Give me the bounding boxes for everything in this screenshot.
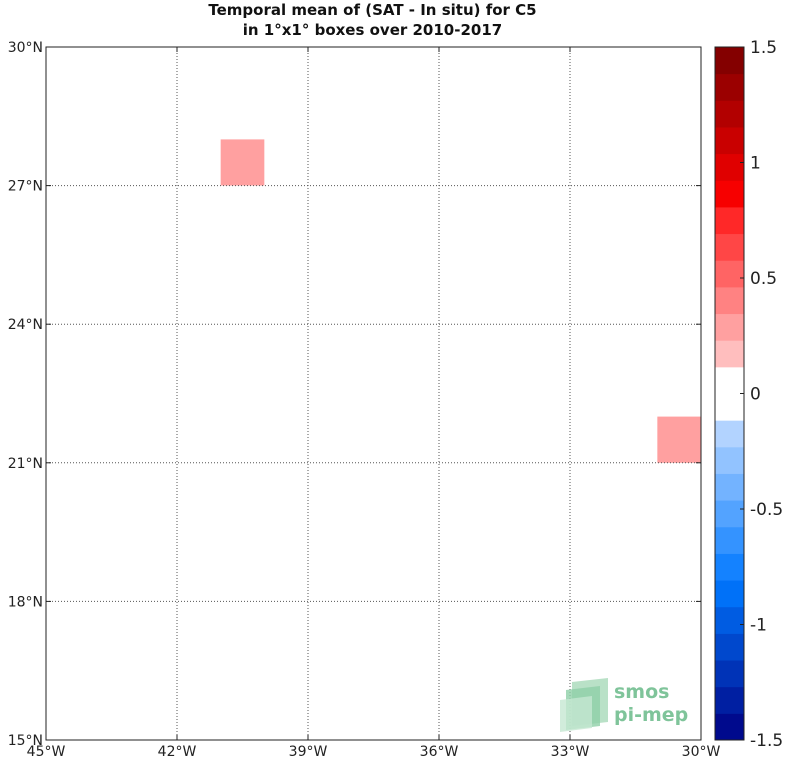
- y-tick-label: 18°N: [8, 594, 43, 610]
- colorbar-swatch: [715, 686, 744, 714]
- colorbar-tick-label: -1.5: [750, 731, 783, 751]
- x-tick-label: 39°W: [289, 744, 328, 760]
- data-box: [220, 139, 265, 186]
- colorbar-swatch: [715, 500, 744, 528]
- data-box: [351, 370, 396, 417]
- colorbar-tick-label: -0.5: [750, 500, 783, 520]
- x-tick-label: 42°W: [158, 744, 197, 760]
- colorbar-swatch: [715, 473, 744, 501]
- plot-frame: [45, 46, 702, 741]
- colorbar-swatch: [715, 606, 744, 634]
- logo-text-smos: smos: [614, 681, 669, 703]
- colorbar-swatch: [715, 633, 744, 661]
- data-box: [220, 185, 265, 232]
- colorbar-swatch: [715, 286, 744, 315]
- colorbar-tick-label: -1: [750, 616, 767, 636]
- data-box: [46, 93, 90, 140]
- colorbar-swatch: [715, 100, 744, 128]
- x-tick-label: 33°W: [551, 744, 590, 760]
- logo-icon: [560, 678, 608, 732]
- y-tick-label: 30°N: [8, 40, 43, 56]
- colorbar-swatch: [715, 153, 744, 181]
- x-tick-label: 36°W: [420, 744, 459, 760]
- colorbar-swatch: [715, 553, 744, 581]
- x-axis-ticks: 45°W 42°W 39°W 36°W 33°W 30°W: [27, 47, 721, 760]
- colorbar-swatch: [715, 340, 744, 368]
- y-tick-label: 24°N: [8, 317, 43, 333]
- data-box: [570, 324, 614, 371]
- colorbar-swatch: [715, 580, 744, 608]
- data-box: [395, 693, 439, 740]
- colorbar-ticks: 1.5 1 0.5 0 -0.5 -1 -1.5: [740, 38, 783, 751]
- colorbar-swatch: [715, 446, 744, 474]
- data-boxes: [46, 93, 701, 740]
- data-box: [657, 416, 701, 463]
- chart-title-line-1: Temporal mean of (SAT - In situ) for C5: [208, 1, 537, 19]
- logo-text-pi-mep: pi-mep: [614, 704, 688, 726]
- data-box: [46, 139, 90, 186]
- colorbar-swatch: [715, 126, 744, 155]
- chart-title-line-2: in 1°x1° boxes over 2010-2017: [242, 21, 503, 39]
- colorbar-swatch: [715, 260, 744, 288]
- colorbar-swatch: [715, 180, 744, 208]
- x-tick-label: 45°W: [27, 744, 66, 760]
- colorbar-swatch: [715, 313, 744, 341]
- data-box: [264, 278, 308, 325]
- colorbar-swatch: [715, 713, 744, 741]
- colorbar-swatch: [715, 366, 744, 394]
- colorbar-swatch: [715, 420, 744, 448]
- y-tick-label: 15°N: [8, 733, 43, 749]
- colorbar-tick-label: 0: [750, 385, 761, 405]
- colorbar-swatch: [715, 660, 744, 688]
- gridlines: [46, 47, 701, 740]
- colorbar: [714, 46, 745, 741]
- data-box: [613, 416, 658, 463]
- chart-title: Temporal mean of (SAT - In situ) for C5 …: [0, 0, 745, 40]
- data-box: [482, 647, 527, 694]
- colorbar-tick-label: 1: [750, 154, 761, 174]
- colorbar-swatch: [715, 206, 744, 235]
- colorbar-tick-label: 1.5: [750, 38, 777, 58]
- colorbar-swatch: [715, 393, 744, 421]
- y-tick-label: 21°N: [8, 456, 43, 472]
- colorbar-swatch: [715, 526, 744, 554]
- x-tick-label: 30°W: [682, 744, 721, 760]
- colorbar-swatch: [715, 233, 744, 261]
- smos-pi-mep-logo: smos pi-mep: [560, 678, 688, 732]
- colorbar-tick-label: 0.5: [750, 269, 777, 289]
- y-axis-ticks: 15°N 18°N 21°N 24°N 27°N 30°N: [8, 40, 701, 749]
- colorbar-swatch: [715, 47, 744, 75]
- colorbar-swatch: [715, 73, 744, 101]
- y-tick-label: 27°N: [8, 179, 43, 195]
